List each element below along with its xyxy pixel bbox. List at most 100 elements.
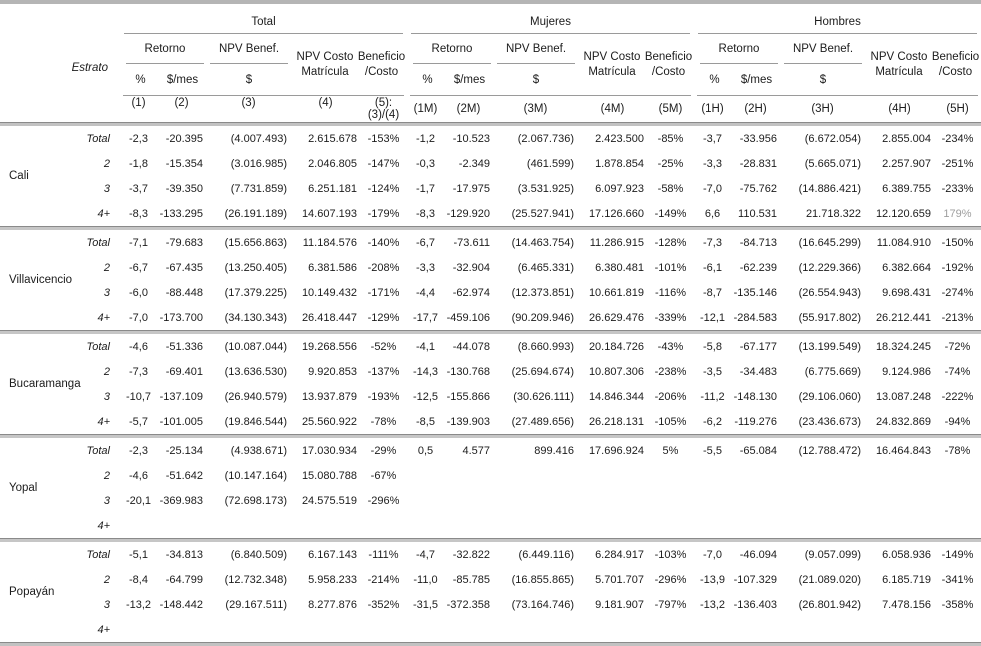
- data-cell: -51.642: [165, 469, 203, 482]
- data-cell: -7,0: [703, 548, 722, 561]
- col-number: (1M): [413, 103, 438, 115]
- data-cell: -79.683: [165, 236, 203, 249]
- data-cell: -2.349: [458, 157, 490, 170]
- data-cell: -140%: [367, 236, 400, 249]
- retorno-label: Retorno: [126, 34, 204, 64]
- npv-costo-column-header: NPV Costo Matrícula: [578, 34, 646, 95]
- data-cell: (13.636.530): [224, 365, 287, 378]
- data-cell: (12.732.348): [224, 573, 287, 586]
- data-cell: 6.167.143: [308, 548, 357, 561]
- ratio-line2: /Costo: [364, 65, 399, 78]
- npv-benef-label: NPV Benef.: [497, 34, 575, 64]
- data-cell: -33.956: [739, 132, 777, 145]
- data-cell: -107.329: [733, 573, 777, 586]
- data-cell: -65.084: [739, 444, 777, 457]
- data-cell: -358%: [941, 598, 974, 611]
- npv-costo-line2: Matrícula: [301, 65, 349, 78]
- data-cell: -13,2: [699, 598, 726, 611]
- data-cell: -339%: [654, 311, 687, 324]
- data-cell: -137.109: [159, 390, 203, 403]
- estrato-label: Total: [86, 132, 110, 145]
- data-cell: -6,2: [703, 415, 722, 428]
- data-cell: -206%: [654, 390, 687, 403]
- table-row: 3 -10,7 -137.109 (26.940.579) 13.937.879 -193…: [78, 384, 981, 409]
- table-row: 3 -13,2 -148.442 (29.167.511) 8.277.876 -352%…: [78, 592, 981, 617]
- group-separator-rule: [0, 226, 981, 230]
- data-cell: -6,1: [703, 261, 722, 274]
- data-cell: -5,8: [703, 340, 722, 353]
- data-cell: 899.416: [534, 444, 574, 457]
- data-cell: -0,3: [416, 157, 435, 170]
- data-cell: -372.358: [446, 598, 490, 611]
- mes-label: $/mes: [740, 73, 773, 86]
- data-cell: (10.147.164): [224, 469, 287, 482]
- data-cell: 8.277.876: [308, 598, 357, 611]
- colnumbers-total: (1) (2) (3) (4) (5):(3)/(4): [120, 97, 407, 121]
- npv-benef-column-header: NPV Benef. $: [494, 34, 578, 95]
- estrato-label: Total: [86, 340, 110, 353]
- data-cell: (26.554.943): [798, 286, 861, 299]
- data-cell: (55.917.802): [798, 311, 861, 324]
- data-cell: -153%: [367, 132, 400, 145]
- data-cell: 9.181.907: [595, 598, 644, 611]
- data-cell: -6,7: [416, 236, 435, 249]
- data-cell: (26.940.579): [224, 390, 287, 403]
- npv-benef-label: NPV Benef.: [210, 34, 288, 64]
- ratio-line1: Beneficio: [931, 51, 980, 64]
- estrato-header: Estrato: [71, 62, 108, 74]
- group-header-mujeres: Mujeres: [407, 16, 694, 34]
- data-cell: 179%: [943, 207, 972, 220]
- data-cell: -352%: [367, 598, 400, 611]
- data-cell: -179%: [367, 207, 400, 220]
- estrato-label: 2: [103, 261, 110, 274]
- data-cell: 0,5: [417, 444, 434, 457]
- data-cell: -137%: [367, 365, 400, 378]
- city-label: Popayán: [9, 586, 55, 598]
- data-cell: (23.436.673): [798, 415, 861, 428]
- data-cell: -78%: [944, 444, 971, 457]
- estrato-label: 3: [103, 390, 110, 403]
- retorno-column-header: Retorno % $/mes: [410, 34, 494, 95]
- header-bottom-rule: [0, 122, 981, 126]
- table-row: 3 -6,0 -88.448 (17.379.225) 10.149.432 -171% -…: [78, 280, 981, 305]
- data-cell: -136.403: [733, 598, 777, 611]
- data-cell: -459.106: [446, 311, 490, 324]
- data-cell: -296%: [654, 573, 687, 586]
- estrato-label: 2: [103, 365, 110, 378]
- estrato-label: Total: [86, 444, 110, 457]
- data-cell: 110.531: [738, 207, 777, 220]
- estrato-label: Total: [86, 548, 110, 561]
- table-row: 2 -4,6 -51.642 (10.147.164) 15.080.788 -67%: [78, 463, 981, 488]
- data-cell: 12.120.659: [875, 207, 931, 220]
- data-cell: -73.611: [453, 236, 491, 249]
- estrato-label: 4+: [97, 519, 110, 532]
- data-cell: -150%: [941, 236, 974, 249]
- data-cell: -274%: [941, 286, 974, 299]
- data-cell: 13.937.879: [301, 390, 357, 403]
- data-cell: -8,4: [129, 573, 148, 586]
- data-cell: (4.938.671): [230, 444, 287, 457]
- npv-costo-line2: Matrícula: [875, 65, 923, 78]
- data-cell: -3,5: [703, 365, 722, 378]
- col-number: (3): [241, 97, 256, 109]
- npv-costo-line2: Matrícula: [588, 65, 636, 78]
- table-row: 2 -6,7 -67.435 (13.250.405) 6.381.586 -208% -3…: [78, 255, 981, 280]
- col-number: (4M): [600, 103, 625, 115]
- estrato-label: 4+: [97, 415, 110, 428]
- data-cell: 19.268.556: [301, 340, 357, 353]
- group-header-label: Total: [124, 16, 403, 34]
- data-cell: 6,6: [704, 207, 721, 220]
- col-number: (3M): [523, 103, 548, 115]
- city-label: Yopal: [9, 482, 38, 494]
- data-cell: -149%: [941, 548, 974, 561]
- col-number: (5M): [658, 103, 683, 115]
- data-cell: -11,0: [413, 573, 438, 586]
- group-header-total: Total: [120, 16, 407, 34]
- data-cell: 26.629.476: [588, 311, 644, 324]
- data-cell: (4.007.493): [230, 132, 287, 145]
- data-cell: -17.975: [452, 182, 490, 195]
- data-cell: (13.199.549): [798, 340, 861, 353]
- group-separator-rule: [0, 330, 981, 334]
- data-cell: -233%: [941, 182, 974, 195]
- pct-label: %: [709, 73, 720, 86]
